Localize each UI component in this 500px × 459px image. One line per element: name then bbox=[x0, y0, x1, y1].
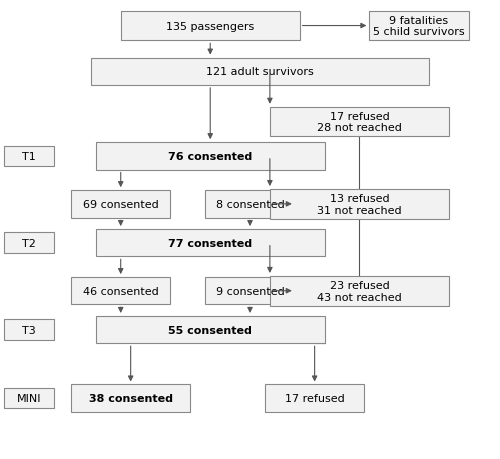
Text: 17 refused: 17 refused bbox=[285, 393, 344, 403]
Text: T3: T3 bbox=[22, 325, 36, 335]
FancyBboxPatch shape bbox=[4, 388, 54, 409]
FancyBboxPatch shape bbox=[71, 385, 190, 412]
FancyBboxPatch shape bbox=[270, 276, 449, 306]
Text: T2: T2 bbox=[22, 238, 36, 248]
FancyBboxPatch shape bbox=[265, 385, 364, 412]
Text: 8 consented: 8 consented bbox=[216, 199, 284, 209]
FancyBboxPatch shape bbox=[206, 277, 295, 305]
Text: 77 consented: 77 consented bbox=[168, 238, 252, 248]
Text: 135 passengers: 135 passengers bbox=[166, 22, 254, 32]
Text: 17 refused
28 not reached: 17 refused 28 not reached bbox=[317, 112, 402, 133]
FancyBboxPatch shape bbox=[270, 107, 449, 137]
FancyBboxPatch shape bbox=[91, 58, 429, 86]
Text: 38 consented: 38 consented bbox=[88, 393, 172, 403]
Text: 9 fatalities
5 child survivors: 9 fatalities 5 child survivors bbox=[373, 16, 465, 37]
Text: 46 consented: 46 consented bbox=[83, 286, 158, 296]
FancyBboxPatch shape bbox=[270, 190, 449, 219]
FancyBboxPatch shape bbox=[120, 11, 300, 41]
Text: 9 consented: 9 consented bbox=[216, 286, 284, 296]
Text: 69 consented: 69 consented bbox=[83, 199, 158, 209]
FancyBboxPatch shape bbox=[71, 277, 170, 305]
FancyBboxPatch shape bbox=[4, 233, 54, 253]
FancyBboxPatch shape bbox=[206, 191, 295, 218]
FancyBboxPatch shape bbox=[96, 230, 324, 257]
FancyBboxPatch shape bbox=[4, 146, 54, 167]
Text: MINI: MINI bbox=[16, 393, 41, 403]
FancyBboxPatch shape bbox=[370, 11, 469, 41]
FancyBboxPatch shape bbox=[4, 319, 54, 340]
FancyBboxPatch shape bbox=[96, 143, 324, 170]
Text: 13 refused
31 not reached: 13 refused 31 not reached bbox=[317, 194, 402, 215]
FancyBboxPatch shape bbox=[96, 316, 324, 343]
Text: 55 consented: 55 consented bbox=[168, 325, 252, 335]
Text: T1: T1 bbox=[22, 151, 36, 162]
Text: 23 refused
43 not reached: 23 refused 43 not reached bbox=[317, 280, 402, 302]
Text: 76 consented: 76 consented bbox=[168, 151, 252, 162]
FancyBboxPatch shape bbox=[71, 191, 170, 218]
Text: 121 adult survivors: 121 adult survivors bbox=[206, 67, 314, 77]
